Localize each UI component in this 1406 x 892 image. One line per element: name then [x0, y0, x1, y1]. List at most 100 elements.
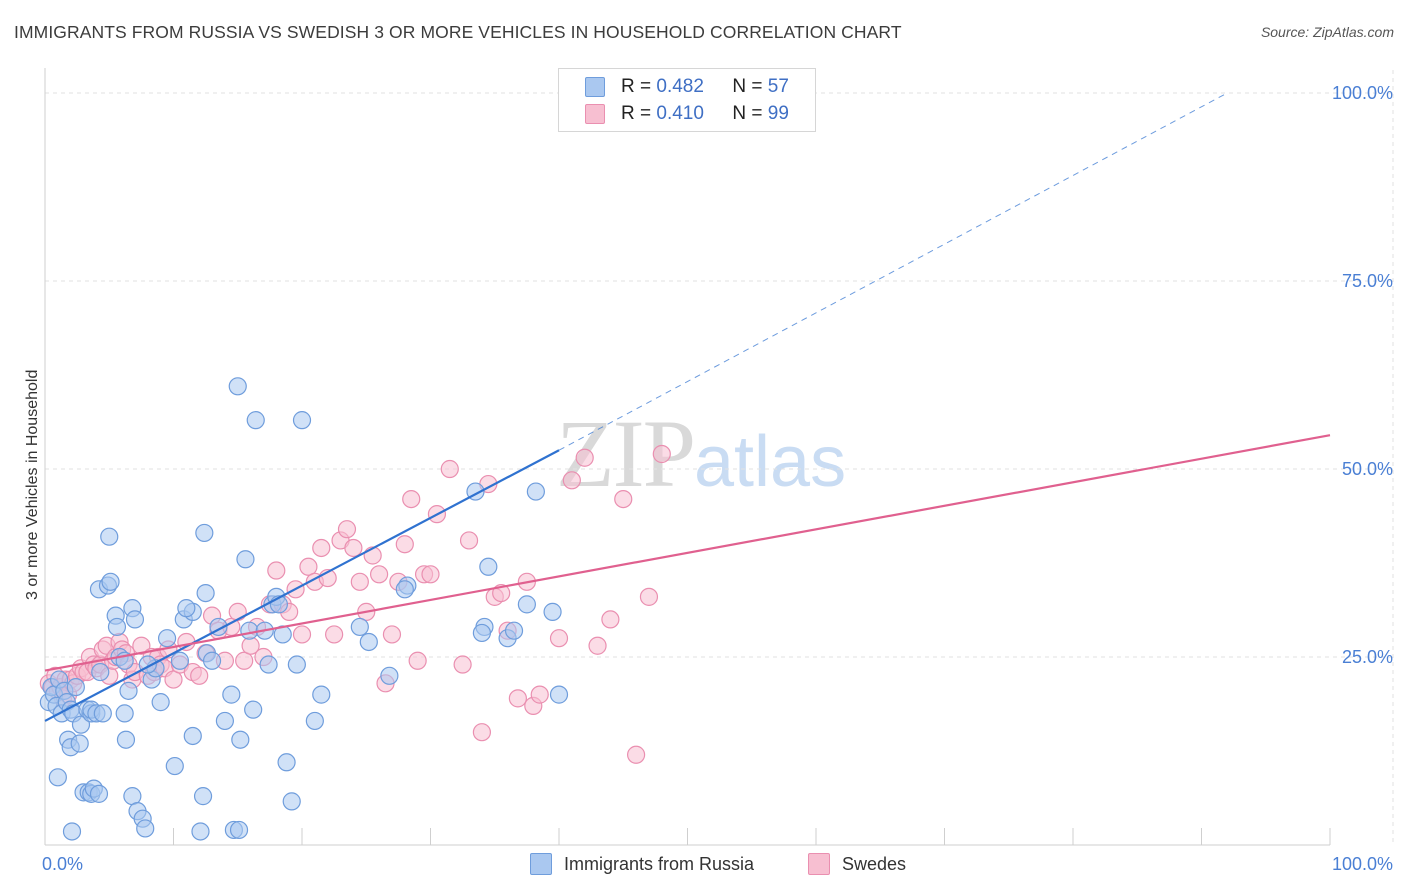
russia-point: [259, 655, 278, 674]
swedes-trend-line: [44, 434, 1331, 672]
russia-point: [517, 595, 536, 614]
swedes-point: [639, 587, 659, 606]
x-tick-label: 0.0%: [42, 854, 83, 874]
swedes-point: [350, 572, 369, 591]
russia-point: [177, 599, 196, 618]
russia-point: [91, 662, 110, 682]
russia-point: [151, 693, 170, 712]
swedes-r-label: R =: [621, 103, 652, 124]
russia-point: [196, 583, 215, 603]
swedes-point: [312, 538, 331, 558]
russia-point: [282, 792, 301, 811]
y-tick-label: 25.0%: [1342, 647, 1393, 667]
russia-point: [479, 557, 498, 576]
russia-point: [549, 685, 569, 704]
russia-point: [136, 819, 155, 838]
russia-point: [125, 610, 145, 629]
swedes-point: [267, 561, 286, 580]
swedes-point: [614, 489, 633, 509]
russia-swatch: [585, 77, 605, 97]
swedes-point: [626, 745, 646, 764]
russia-point: [244, 700, 263, 719]
swedes-point: [601, 610, 620, 629]
axes: [44, 68, 1331, 846]
swedes-point: [344, 538, 363, 558]
swedes-point: [440, 459, 459, 479]
swedes-point: [588, 636, 607, 655]
russia-point: [89, 784, 109, 803]
swedes-point: [299, 557, 318, 576]
swedes-point: [530, 685, 549, 704]
russia-point: [229, 820, 249, 840]
bottom-legend-swedes[interactable]: Swedes: [808, 852, 906, 876]
swedes-point: [549, 629, 569, 648]
russia-point: [359, 632, 378, 652]
x-tick-label: 100.0%: [1332, 854, 1393, 874]
russia-r-label: R =: [621, 76, 652, 97]
russia-point: [193, 787, 213, 806]
swedes-point: [459, 531, 479, 550]
russia-n-value: 57: [767, 76, 789, 97]
russia-point: [70, 734, 89, 753]
russia-point: [101, 572, 120, 591]
russia-point: [543, 602, 562, 621]
correlation-legend: R = 0.482 N = 57 R = 0.410 N = 99: [558, 68, 816, 132]
russia-point: [116, 730, 136, 749]
swedes-point: [228, 602, 247, 621]
russia-point: [119, 681, 138, 700]
russia-point: [504, 621, 524, 640]
swedes-point: [177, 632, 196, 652]
bottom-legend-russia[interactable]: Immigrants from Russia: [530, 852, 754, 876]
swedes-point: [190, 666, 209, 685]
russia-point: [71, 715, 91, 734]
russia-point: [165, 756, 184, 776]
russia-point: [115, 704, 134, 723]
russia-point: [246, 411, 265, 430]
swedes-point: [337, 520, 357, 539]
russia-point: [191, 822, 210, 841]
russia-point: [100, 527, 119, 546]
tick-labels: 25.0% 50.0% 75.0% 100.0% 0.0% 100.0%: [42, 83, 1393, 874]
swedes-point: [562, 471, 581, 490]
russia-point: [222, 685, 241, 704]
y-tick-label: 50.0%: [1342, 459, 1393, 479]
russia-point: [62, 822, 82, 841]
trend-lines: [44, 92, 1331, 722]
y-axis-title: 3 or more Vehicles in Household: [24, 370, 41, 600]
bottom-russia-swatch: [530, 853, 552, 875]
swedes-point: [652, 444, 671, 464]
russia-point: [123, 787, 142, 806]
swedes-point: [132, 636, 151, 655]
swedes-n-value: 99: [767, 103, 789, 124]
swedes-swatch: [585, 104, 605, 124]
swedes-n-label: N =: [732, 103, 763, 124]
russia-point: [48, 768, 67, 787]
swedes-point: [235, 651, 254, 670]
russia-point: [202, 651, 222, 670]
gridlines: [45, 70, 1395, 845]
y-tick-label: 75.0%: [1342, 271, 1393, 291]
russia-point: [526, 482, 545, 501]
russia-point: [312, 685, 331, 704]
bottom-swedes-label: Swedes: [842, 853, 907, 874]
legend-row-swedes: R = 0.410 N = 99: [585, 102, 789, 126]
russia-point: [231, 730, 250, 749]
swedes-point: [382, 625, 402, 644]
y-tick-label: 100.0%: [1332, 83, 1393, 103]
russia-point: [380, 666, 399, 685]
russia-point: [170, 651, 190, 670]
swedes-point: [292, 625, 312, 644]
russia-point: [157, 629, 177, 648]
russia-point: [93, 704, 112, 723]
russia-point: [236, 550, 255, 569]
chart-source: Source: ZipAtlas.com: [1260, 24, 1394, 40]
russia-trend-line: [44, 449, 560, 722]
legend-row-russia: R = 0.482 N = 57: [585, 75, 789, 99]
russia-trend-extension: [558, 92, 1228, 451]
swedes-point: [325, 625, 344, 644]
swedes-point: [421, 565, 440, 584]
russia-point: [215, 711, 234, 731]
swedes-point: [164, 670, 183, 689]
russia-point: [395, 580, 414, 599]
